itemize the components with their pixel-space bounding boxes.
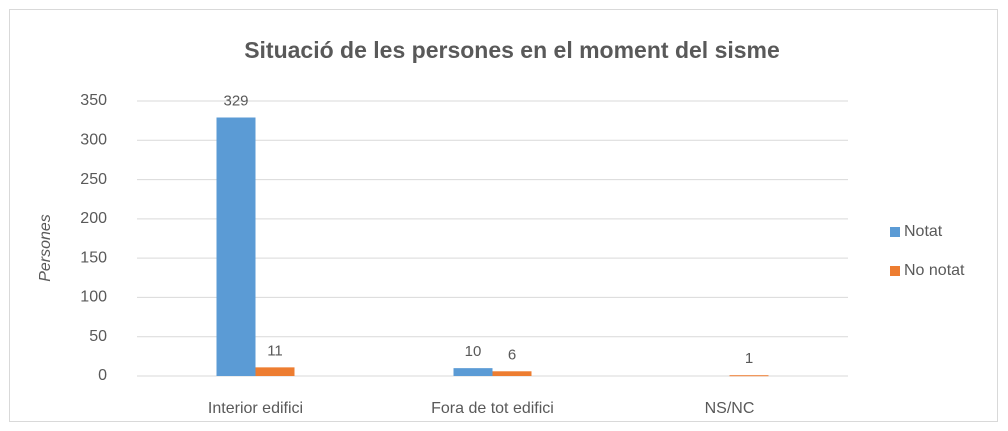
y-tick-label: 150 xyxy=(80,249,107,266)
legend-swatch xyxy=(890,266,900,276)
y-tick-label: 200 xyxy=(80,210,107,227)
x-tick-label: Interior edifici xyxy=(208,400,303,417)
legend-label: Notat xyxy=(904,223,943,240)
y-tick-label: 300 xyxy=(80,132,107,149)
data-label: 1 xyxy=(745,350,753,367)
bar xyxy=(492,371,532,376)
data-label: 329 xyxy=(223,92,248,109)
chart-border xyxy=(9,9,998,422)
legend-swatch xyxy=(890,227,900,237)
bar xyxy=(729,375,769,377)
y-axis-title: Persones xyxy=(37,214,54,282)
legend-label: No notat xyxy=(904,262,965,279)
x-tick-label: Fora de tot edifici xyxy=(431,400,554,417)
data-label: 6 xyxy=(508,346,516,363)
y-tick-label: 350 xyxy=(80,92,107,109)
chart-title: Situació de les persones en el moment de… xyxy=(244,37,780,63)
data-label: 11 xyxy=(267,342,283,359)
x-tick-label: NS/NC xyxy=(705,400,755,417)
y-tick-label: 50 xyxy=(89,328,107,345)
bar xyxy=(255,367,295,376)
y-tick-label: 100 xyxy=(80,289,107,306)
y-tick-label: 250 xyxy=(80,171,107,188)
data-label: 10 xyxy=(465,343,482,360)
bar xyxy=(216,117,256,376)
y-tick-label: 0 xyxy=(98,367,107,384)
bar xyxy=(453,368,493,376)
